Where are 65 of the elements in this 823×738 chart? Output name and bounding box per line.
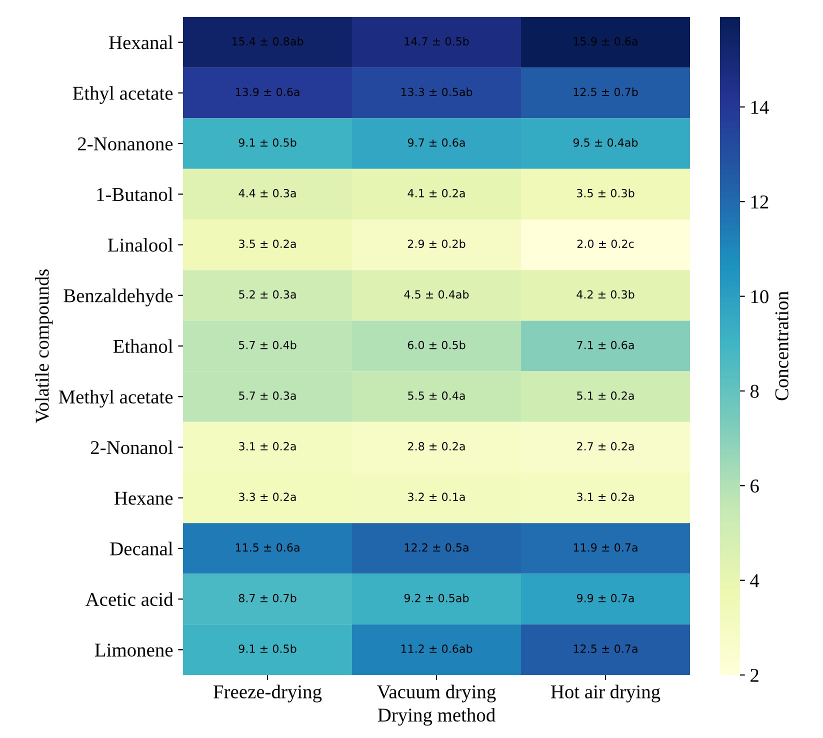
data-label: 3.5 ± 0.2a — [239, 240, 296, 248]
y-tick-label: Linalool — [108, 238, 173, 252]
y-tick-label: Benzaldehyde — [64, 288, 173, 306]
data-label: 4.2 ± 0.3b — [576, 290, 634, 299]
data-label: 9.5 ± 0.4ab — [573, 138, 638, 147]
data-label: 9.7 ± 0.6a — [408, 138, 465, 147]
y-tick-label: 2-Nonanol — [90, 440, 173, 454]
data-label: 12.5 ± 0.7b — [574, 88, 638, 96]
data-label: 15.4 ± 0.8ab — [232, 36, 304, 46]
data-label: 2.8 ± 0.2a — [408, 442, 465, 450]
data-label: 3.1 ± 0.2a — [239, 442, 296, 450]
data-label: 2.9 ± 0.2b — [408, 239, 466, 248]
color-bar-label: 2 — [750, 668, 758, 682]
data-label: 2.0 ± 0.2c — [577, 240, 634, 248]
x-tick-label: Vacuum drying — [377, 684, 496, 702]
color-bar-title: Concentration — [775, 291, 788, 400]
data-label: 4.1 ± 0.2a — [408, 188, 465, 198]
data-label: 9.2 ± 0.5ab — [404, 594, 469, 602]
color-bar-label: 8 — [750, 384, 759, 398]
x-tick-label: Hot air drying — [550, 684, 660, 702]
data-label: 7.1 ± 0.6a — [577, 340, 634, 350]
data-label: 9.9 ± 0.7a — [576, 594, 634, 602]
y-tick-label: Hexanal — [109, 36, 173, 50]
data-label: 3.1 ± 0.2a — [577, 492, 634, 502]
data-label: 4.5 ± 0.4ab — [404, 290, 469, 299]
data-label: 13.3 ± 0.5ab — [401, 88, 472, 96]
data-label: 3.3 ± 0.2a — [239, 492, 296, 502]
data-label: 3.5 ± 0.3b — [576, 188, 634, 198]
color-bar-label: 14 — [751, 100, 769, 114]
y-axis-title: Volatile compounds — [35, 269, 53, 424]
y-tick-label: Hexane — [114, 492, 173, 505]
data-label: 9.1 ± 0.5b — [238, 138, 296, 147]
data-label: 2.7 ± 0.2a — [577, 442, 634, 450]
data-label: 9.1 ± 0.5b — [238, 644, 296, 653]
data-label: 8.7 ± 0.7b — [238, 594, 296, 602]
data-label: 5.7 ± 0.4b — [238, 340, 296, 350]
y-tick-label: Ethyl acetate — [72, 86, 173, 104]
data-label: 11.5 ± 0.6a — [236, 543, 300, 552]
data-label: 11.2 ± 0.6ab — [401, 644, 472, 653]
x-axis-title: Drying method — [378, 708, 496, 726]
y-tick-label: Methyl acetate — [58, 390, 173, 408]
color-bar-label: 12 — [751, 195, 768, 208]
data-label: 13.9 ± 0.6a — [236, 88, 300, 96]
color-bar-label: 6 — [750, 480, 759, 493]
data-label: 5.1 ± 0.2a — [577, 391, 634, 400]
data-label: 5.2 ± 0.3a — [239, 290, 296, 299]
y-tick-label: 1-Butanol — [97, 187, 173, 202]
data-label: 5.5 ± 0.4a — [408, 391, 465, 400]
x-tick-label: Freeze-drying — [214, 684, 322, 702]
y-tick-label: 2-Nonanone — [78, 137, 173, 150]
data-label: 3.2 ± 0.1a — [408, 492, 465, 502]
data-label: 14.7 ± 0.5b — [404, 36, 469, 46]
data-label: 5.7 ± 0.3a — [239, 391, 296, 400]
data-label: 12.2 ± 0.5a — [404, 543, 468, 552]
y-tick-label: Ethanol — [113, 339, 173, 353]
data-label: 4.4 ± 0.3a — [238, 188, 296, 198]
data-label: 11.9 ± 0.7a — [574, 543, 638, 552]
y-tick-label: Decanal — [110, 542, 173, 556]
data-label: 15.9 ± 0.6a — [574, 37, 638, 46]
data-label: 12.5 ± 0.7a — [574, 644, 638, 653]
color-bar-label: 4 — [750, 574, 760, 588]
y-tick-label: Limonene — [95, 644, 173, 657]
data-label: 6.0 ± 0.5b — [408, 340, 466, 350]
color-bar-label: 10 — [751, 290, 768, 304]
y-tick-label: Acetic acid — [85, 592, 174, 606]
